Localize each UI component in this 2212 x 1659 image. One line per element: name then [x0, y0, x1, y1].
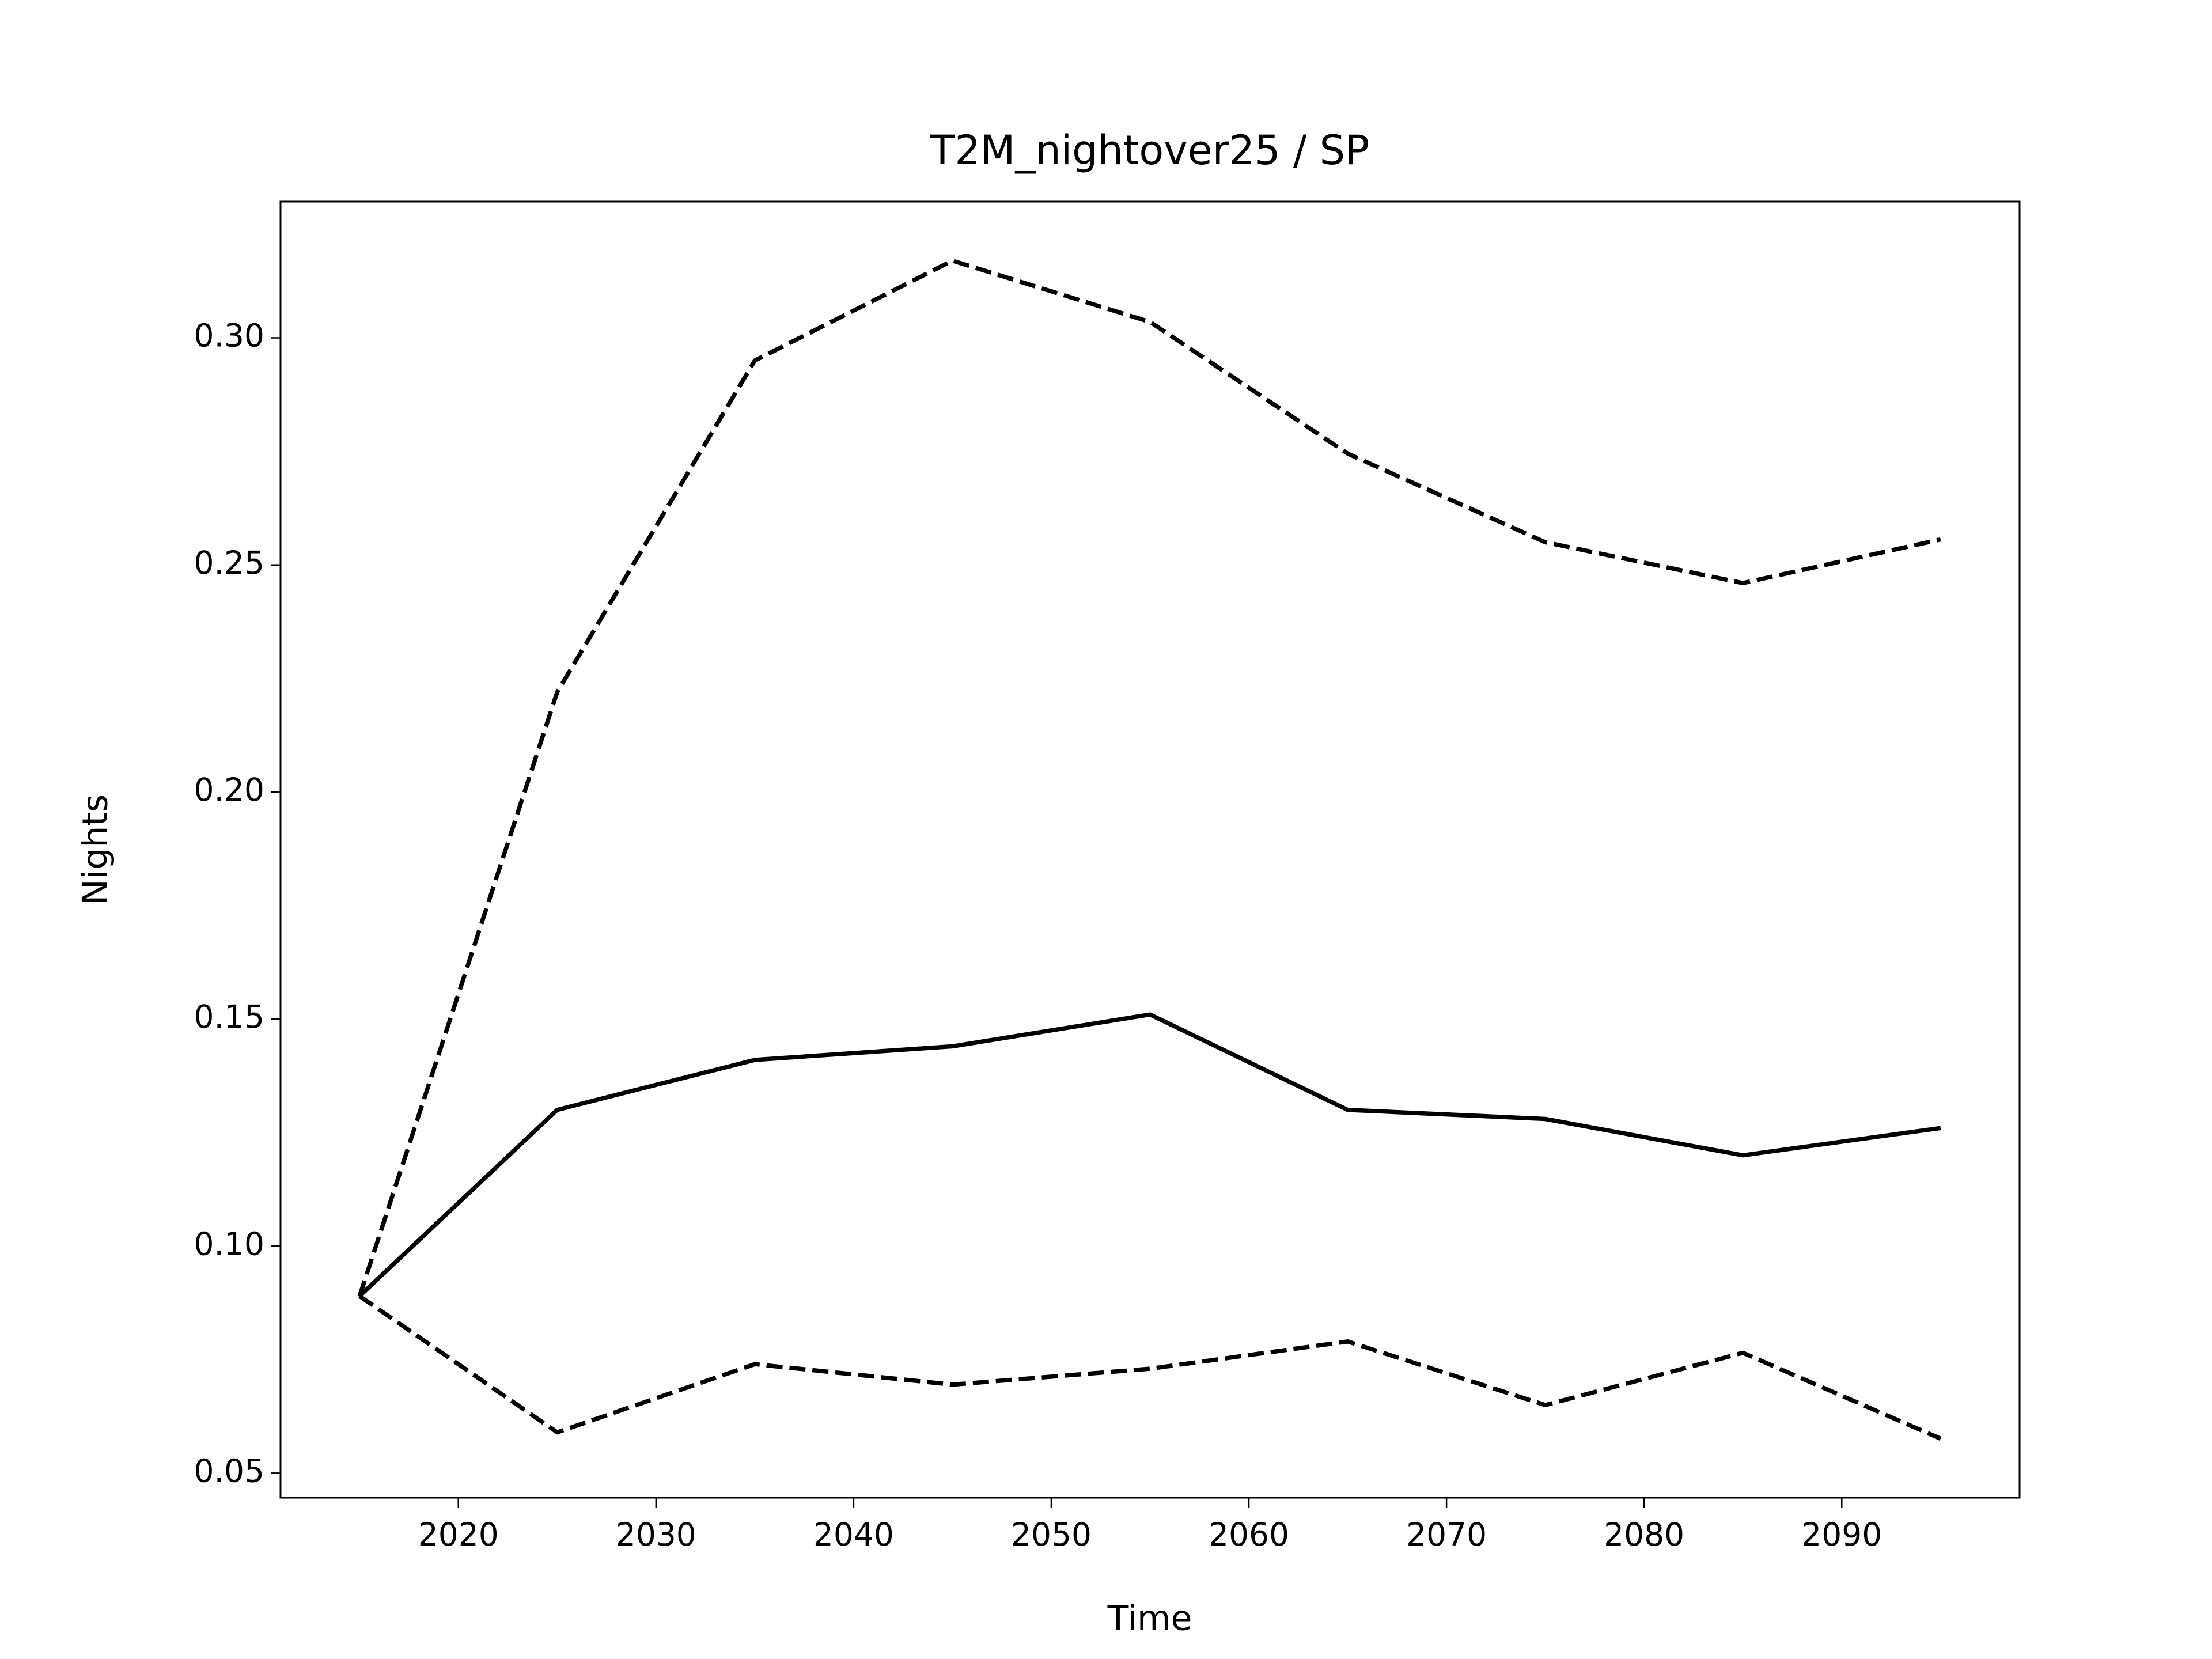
x-tick-label: 2060 — [1209, 1516, 1289, 1553]
x-tick-label: 2020 — [418, 1516, 499, 1553]
y-tick-label: 0.20 — [194, 771, 264, 808]
x-axis-label: Time — [1107, 1599, 1192, 1639]
series-line — [358, 1294, 1942, 1441]
x-tick-label: 2080 — [1604, 1516, 1684, 1553]
plot-frame — [279, 200, 2021, 1499]
x-tick-label: 2030 — [616, 1516, 696, 1553]
y-tick-label: 0.05 — [194, 1453, 264, 1490]
y-axis-label: Nights — [75, 794, 116, 905]
y-tick-label: 0.10 — [194, 1225, 264, 1262]
x-tick-label: 2040 — [813, 1516, 894, 1553]
series-line — [358, 1012, 1941, 1298]
y-tick-label: 0.30 — [194, 317, 264, 354]
chart-title: T2M_nightover25 / SP — [930, 127, 1370, 174]
series-line — [357, 258, 1941, 1297]
x-tick-label: 2090 — [1801, 1516, 1882, 1553]
y-tick-label: 0.25 — [194, 544, 264, 581]
x-tick-label: 2050 — [1011, 1516, 1092, 1553]
x-tick-label: 2070 — [1406, 1516, 1487, 1553]
y-tick-label: 0.15 — [194, 998, 264, 1035]
